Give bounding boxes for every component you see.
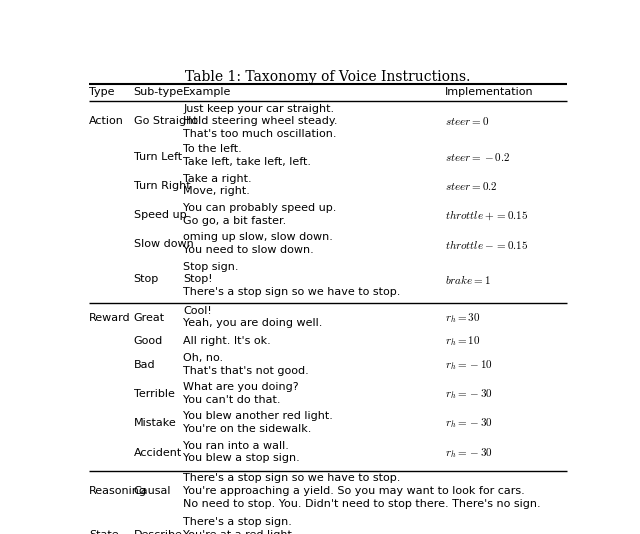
Text: Slow down: Slow down <box>134 239 193 249</box>
Text: All right. It's ok.: All right. It's ok. <box>183 336 271 346</box>
Text: Just keep your car straight.
Hold steering wheel steady.
That's too much oscilla: Just keep your car straight. Hold steeri… <box>183 104 338 139</box>
Text: Accident: Accident <box>134 447 182 458</box>
Text: Bad: Bad <box>134 360 155 370</box>
Text: Sub-type: Sub-type <box>134 88 184 97</box>
Text: You can probably speed up.
Go go, a bit faster.: You can probably speed up. Go go, a bit … <box>183 203 337 226</box>
Text: $throttle+ = 0.15$: $throttle+ = 0.15$ <box>445 208 528 222</box>
Text: Causal: Causal <box>134 486 171 496</box>
Text: $steer = 0.2$: $steer = 0.2$ <box>445 180 497 192</box>
Text: $brake = 1$: $brake = 1$ <box>445 273 490 286</box>
Text: Cool!
Yeah, you are doing well.: Cool! Yeah, you are doing well. <box>183 305 323 328</box>
Text: Great: Great <box>134 313 164 323</box>
Text: oming up slow, slow down.
You need to slow down.: oming up slow, slow down. You need to sl… <box>183 232 333 255</box>
Text: Speed up: Speed up <box>134 210 186 220</box>
Text: $r_h = -30$: $r_h = -30$ <box>445 417 493 430</box>
Text: Mistake: Mistake <box>134 419 176 428</box>
Text: There's a stop sign so we have to stop.
You're approaching a yield. So you may w: There's a stop sign so we have to stop. … <box>183 473 541 509</box>
Text: $steer = -0.2$: $steer = -0.2$ <box>445 151 509 162</box>
Text: Reasoning: Reasoning <box>89 486 147 496</box>
Text: Reward: Reward <box>89 313 131 323</box>
Text: What are you doing?
You can't do that.: What are you doing? You can't do that. <box>183 382 299 405</box>
Text: Stop sign.
Stop!
There's a stop sign so we have to stop.: Stop sign. Stop! There's a stop sign so … <box>183 262 401 297</box>
Text: $r_h = 10$: $r_h = 10$ <box>445 334 480 348</box>
Text: Example: Example <box>183 88 232 97</box>
Text: Stop: Stop <box>134 274 159 285</box>
Text: Terrible: Terrible <box>134 389 175 399</box>
Text: Take a right.
Move, right.: Take a right. Move, right. <box>183 174 252 197</box>
Text: Type: Type <box>89 88 115 97</box>
Text: There's a stop sign.
You're at a red light.
Watch out the grass!: There's a stop sign. You're at a red lig… <box>183 517 300 534</box>
Text: Turn Right: Turn Right <box>134 181 190 191</box>
Text: $steer = 0$: $steer = 0$ <box>445 115 489 128</box>
Text: You blew another red light.
You're on the sidewalk.: You blew another red light. You're on th… <box>183 411 333 434</box>
Text: $r_h = -30$: $r_h = -30$ <box>445 446 493 460</box>
Text: $r_h = 30$: $r_h = 30$ <box>445 311 480 325</box>
Text: Action: Action <box>89 116 124 127</box>
Text: $throttle- = 0.15$: $throttle- = 0.15$ <box>445 238 528 251</box>
Text: $r_h = -10$: $r_h = -10$ <box>445 358 493 372</box>
Text: State: State <box>89 530 118 534</box>
Text: To the left.
Take left, take left, left.: To the left. Take left, take left, left. <box>183 144 311 167</box>
Text: Good: Good <box>134 336 163 346</box>
Text: Turn Left: Turn Left <box>134 152 182 161</box>
Text: Oh, no.
That's that's not good.: Oh, no. That's that's not good. <box>183 353 309 375</box>
Text: Go Straight: Go Straight <box>134 116 197 127</box>
Text: Describe: Describe <box>134 530 182 534</box>
Text: You ran into a wall.
You blew a stop sign.: You ran into a wall. You blew a stop sig… <box>183 441 300 464</box>
Text: Table 1: Taxonomy of Voice Instructions.: Table 1: Taxonomy of Voice Instructions. <box>186 70 470 84</box>
Text: $r_h = -30$: $r_h = -30$ <box>445 387 493 401</box>
Text: Implementation: Implementation <box>445 88 533 97</box>
